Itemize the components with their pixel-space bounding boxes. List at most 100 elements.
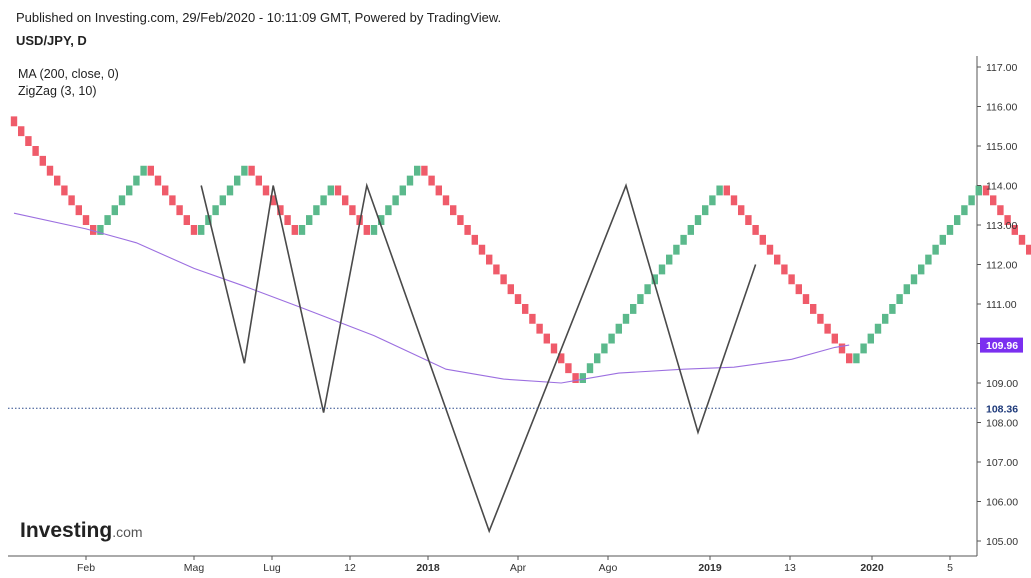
renko-brick-up <box>313 205 320 216</box>
renko-brick-up <box>630 304 637 314</box>
time-tick-label: 2020 <box>860 562 884 574</box>
renko-brick-down <box>471 234 478 245</box>
renko-brick-up <box>104 215 111 226</box>
renko-brick-up <box>932 244 939 255</box>
renko-brick-down <box>68 195 75 206</box>
renko-brick-down <box>759 234 766 245</box>
renko-brick-up <box>126 185 133 196</box>
renko-brick-up <box>961 205 968 216</box>
renko-brick-down <box>176 205 183 216</box>
renko-brick-down <box>421 165 428 176</box>
renko-brick-down <box>349 205 356 216</box>
renko-brick-down <box>61 185 68 196</box>
renko-brick-down <box>550 343 558 354</box>
renko-brick-down <box>277 205 284 216</box>
renko-brick-up <box>867 333 874 344</box>
renko-brick-down <box>990 195 997 206</box>
renko-brick-down <box>457 215 464 226</box>
renko-brick-up <box>651 274 658 285</box>
renko-brick-down <box>363 225 370 235</box>
renko-brick-up <box>687 225 694 235</box>
renko-brick-down <box>788 274 795 285</box>
renko-brick-up <box>140 165 147 176</box>
renko-brick-down <box>1011 225 1018 235</box>
time-tick-label: Apr <box>510 562 527 574</box>
renko-brick-up <box>601 343 608 354</box>
renko-brick-down <box>291 225 298 235</box>
renko-brick-up <box>939 234 946 245</box>
renko-brick-up <box>241 165 248 176</box>
renko-brick-up <box>622 313 630 324</box>
time-tick-label: Lug <box>263 562 281 574</box>
renko-brick-down <box>442 195 450 206</box>
time-axis: Feb Mag Lug 12 2018 Apr Ago 2019 13 2020 5 <box>77 556 953 574</box>
renko-brick-up <box>234 175 241 186</box>
renko-brick-up <box>925 254 932 265</box>
price-tick-label: 112.00 <box>986 260 1017 272</box>
renko-brick-down <box>824 323 831 334</box>
renko-brick-down <box>18 126 25 137</box>
price-tick-label: 107.00 <box>986 457 1018 469</box>
renko-brick-up <box>716 185 723 196</box>
renko-brick-down <box>262 185 270 196</box>
renko-brick-down <box>162 185 169 196</box>
renko-brick-down <box>745 215 752 226</box>
price-labels: 109.96 108.36 <box>980 337 1023 416</box>
renko-brick-down <box>169 195 176 206</box>
renko-brick-down <box>565 363 572 374</box>
renko-brick-down <box>90 225 97 235</box>
renko-brick-down <box>500 274 507 285</box>
renko-brick-down <box>507 284 514 295</box>
renko-brick-up <box>968 195 975 206</box>
renko-brick-up <box>709 195 716 206</box>
renko-brick-down <box>32 146 39 156</box>
renko-brick-up <box>896 294 903 305</box>
renko-brick-up <box>860 343 867 354</box>
renko-brick-up <box>889 304 896 314</box>
renko-brick-down <box>428 175 435 186</box>
renko-brick-up <box>414 165 421 176</box>
price-axis: 105.00106.00107.00108.00109.00110.00111.… <box>977 62 1018 548</box>
renko-brick-up <box>205 215 212 226</box>
price-label-value: 109.96 <box>986 340 1018 352</box>
renko-brick-up <box>680 234 687 245</box>
renko-brick-up <box>594 353 601 364</box>
renko-brick-up <box>874 323 882 334</box>
renko-brick-down <box>831 333 838 344</box>
renko-brick-down <box>730 195 738 206</box>
symbol-label: USD/JPY, D <box>16 33 87 48</box>
logo-suffix: .com <box>112 524 143 540</box>
renko-brick-down <box>810 304 817 314</box>
price-tick-label: 111.00 <box>986 299 1017 311</box>
renko-brick-up <box>853 353 860 364</box>
renko-brick-down <box>1004 215 1011 226</box>
renko-brick-up <box>219 195 226 206</box>
renko-brick-up <box>392 195 399 206</box>
renko-brick-down <box>522 304 529 314</box>
renko-brick-down <box>54 175 61 186</box>
renko-brick-up <box>644 284 651 295</box>
moving-average-line <box>13 212 850 384</box>
renko-brick-down <box>817 313 824 324</box>
price-label-value: 108.36 <box>986 403 1018 415</box>
renko-brick-down <box>536 323 543 334</box>
price-tick-label: 113.00 <box>986 220 1017 232</box>
indicator-zigzag-label: ZigZag (3, 10) <box>18 84 97 98</box>
renko-brick-down <box>493 264 500 275</box>
renko-brick-down <box>478 244 486 255</box>
renko-brick-up <box>702 205 709 216</box>
renko-brick-down <box>183 215 190 226</box>
indicator-ma-label: MA (200, close, 0) <box>18 67 119 81</box>
renko-brick-up <box>666 254 673 265</box>
renko-brick-up <box>615 323 622 334</box>
renko-brick-up <box>954 215 961 226</box>
renko-brick-down <box>1018 234 1026 245</box>
renko-brick-down <box>464 225 471 235</box>
renko-brick-down <box>39 155 46 166</box>
renko-brick-down <box>738 205 745 216</box>
publication-header: Published on Investing.com, 29/Feb/2020 … <box>16 10 502 25</box>
renko-brick-up <box>579 373 586 384</box>
price-tick-label: 116.00 <box>986 102 1017 114</box>
renko-brick-down <box>334 185 342 196</box>
renko-brick-up <box>903 284 910 295</box>
